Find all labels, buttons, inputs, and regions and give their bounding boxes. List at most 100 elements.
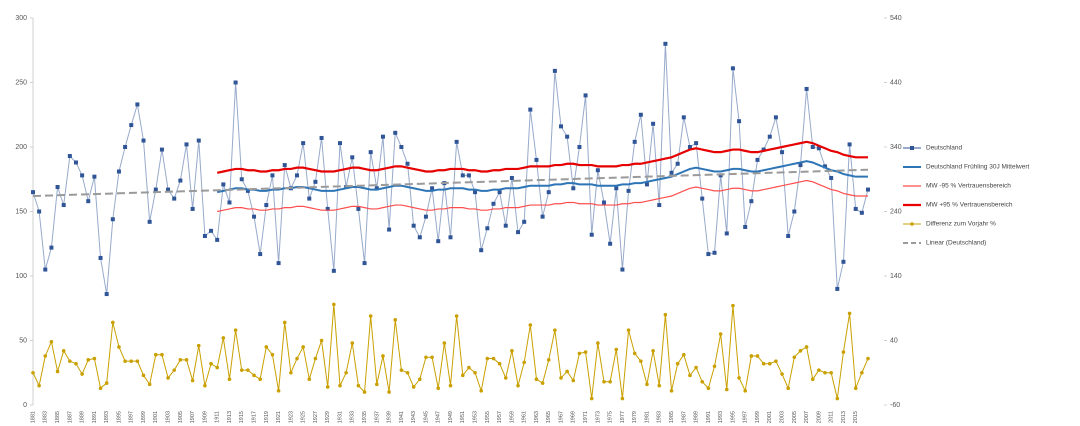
point xyxy=(559,124,564,129)
x-tick-label: 1975 xyxy=(608,411,614,423)
point xyxy=(559,376,563,380)
point xyxy=(829,370,833,375)
x-tick-label: 2015 xyxy=(853,411,859,423)
point xyxy=(196,343,201,348)
y2-tick-label: 140 xyxy=(890,273,902,280)
point xyxy=(657,203,662,208)
x-tick-label: 1903 xyxy=(166,411,172,423)
point xyxy=(375,382,379,387)
point xyxy=(589,396,594,401)
y-tick-label: 0 xyxy=(23,402,27,409)
point xyxy=(282,163,287,168)
point xyxy=(847,142,852,147)
point xyxy=(270,352,275,357)
point xyxy=(405,370,410,375)
point xyxy=(491,201,496,206)
legend-label: Linear (Deutschland) xyxy=(926,240,986,247)
point xyxy=(190,206,195,211)
point xyxy=(571,378,576,383)
point xyxy=(829,175,834,180)
point xyxy=(835,286,840,291)
x-tick-label: 1979 xyxy=(632,411,638,423)
point xyxy=(583,350,588,354)
point xyxy=(853,206,858,211)
point xyxy=(264,203,269,208)
point xyxy=(356,383,361,388)
x-tick-label: 1951 xyxy=(460,411,466,423)
legend-marker xyxy=(910,146,914,150)
point xyxy=(516,383,520,388)
x-tick-label: 1939 xyxy=(387,411,393,423)
x-tick-label: 1891 xyxy=(92,411,98,423)
point xyxy=(49,245,54,250)
point xyxy=(497,190,502,195)
point xyxy=(282,320,287,325)
point xyxy=(227,200,232,205)
point xyxy=(405,161,410,166)
point xyxy=(92,174,97,179)
point xyxy=(264,345,269,349)
point xyxy=(743,389,748,393)
point xyxy=(491,356,496,361)
point xyxy=(651,349,655,353)
point xyxy=(798,163,803,168)
point xyxy=(233,80,238,85)
x-tick-label: 1915 xyxy=(239,411,245,423)
point xyxy=(160,352,164,357)
x-tick-label: 1919 xyxy=(264,411,270,423)
x-tick-label: 1885 xyxy=(55,411,61,423)
x-tick-label: 2009 xyxy=(816,411,822,423)
point xyxy=(61,349,66,353)
point xyxy=(786,234,791,239)
x-tick-label: 1987 xyxy=(681,411,687,423)
point xyxy=(393,318,398,322)
x-tick-label: 1967 xyxy=(558,411,564,423)
point xyxy=(104,292,109,297)
point xyxy=(190,378,195,383)
point xyxy=(663,41,668,46)
x-tick-label: 1971 xyxy=(583,411,589,423)
point xyxy=(473,190,478,195)
x-tick-label: 1917 xyxy=(251,411,257,423)
point xyxy=(221,182,226,187)
point xyxy=(694,141,699,146)
point xyxy=(61,203,66,208)
point xyxy=(577,145,582,149)
point xyxy=(387,227,392,232)
point xyxy=(859,210,864,215)
point xyxy=(159,147,164,152)
point xyxy=(350,155,355,160)
x-tick-label: 1929 xyxy=(325,411,331,423)
point xyxy=(448,383,453,388)
x-tick-label: 1897 xyxy=(129,411,135,423)
point xyxy=(675,161,680,166)
point xyxy=(804,86,809,91)
point xyxy=(755,157,760,162)
point xyxy=(823,164,828,169)
point xyxy=(522,219,527,224)
point xyxy=(509,175,514,180)
point xyxy=(835,396,840,401)
point xyxy=(645,382,649,387)
point xyxy=(55,369,60,374)
point xyxy=(393,130,398,135)
point xyxy=(246,368,250,372)
point xyxy=(626,328,631,332)
x-tick-label: 1925 xyxy=(301,411,307,423)
x-tick-label: 1999 xyxy=(755,411,761,423)
point xyxy=(706,252,711,257)
point xyxy=(319,135,324,140)
point xyxy=(608,241,613,246)
point xyxy=(761,147,766,152)
point xyxy=(313,356,318,361)
point xyxy=(381,354,385,358)
x-tick-label: 1913 xyxy=(227,411,233,423)
point xyxy=(135,359,140,363)
x-tick-label: 2007 xyxy=(804,411,810,423)
x-tick-label: 1927 xyxy=(313,411,319,423)
point xyxy=(245,188,250,193)
point xyxy=(344,370,348,375)
point xyxy=(239,368,244,372)
point xyxy=(810,145,815,149)
point xyxy=(737,119,742,124)
